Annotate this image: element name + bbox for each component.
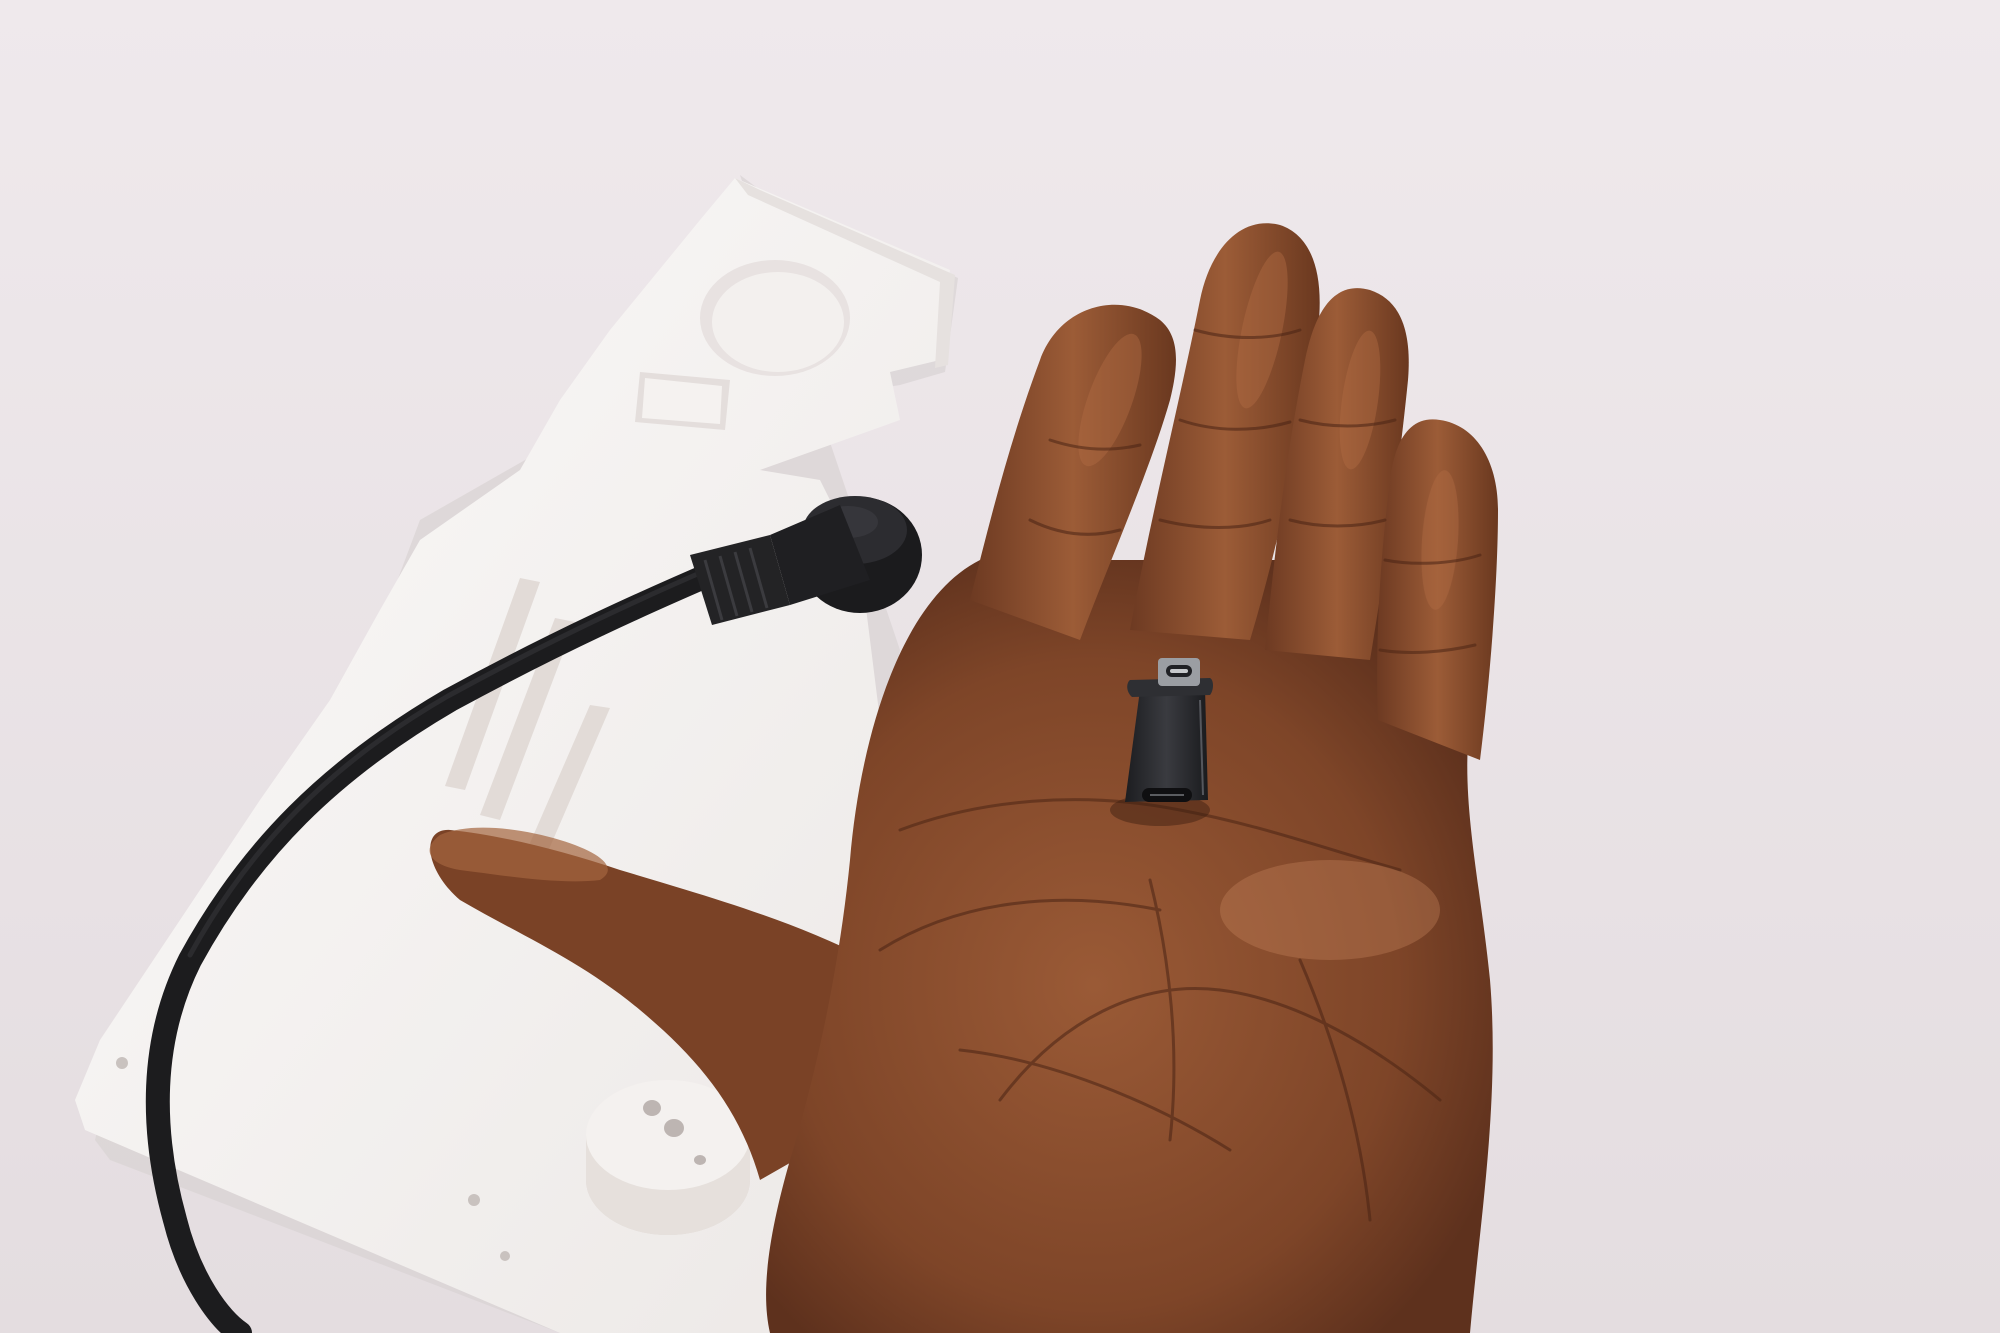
hand bbox=[429, 223, 1498, 1333]
thumb bbox=[430, 829, 900, 1180]
usb-c-adapter bbox=[1110, 658, 1213, 826]
round-boss bbox=[586, 1080, 750, 1235]
ring-finger bbox=[1265, 288, 1409, 660]
index-finger bbox=[970, 304, 1176, 640]
palm bbox=[766, 560, 1493, 1333]
magnetic-cable bbox=[145, 496, 922, 1333]
middle-finger bbox=[1130, 223, 1320, 640]
little-finger bbox=[1377, 419, 1498, 760]
